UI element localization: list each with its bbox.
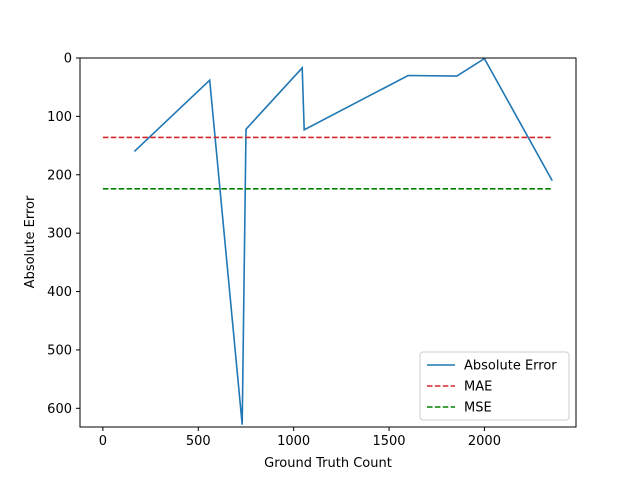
x-tick-label: 1500 (372, 434, 405, 449)
y-tick-label: 500 (47, 343, 72, 358)
y-tick-label: 200 (47, 168, 72, 183)
y-tick-label: 600 (47, 402, 72, 417)
y-axis-ticks: 0 100 200 300 400 500 600 (47, 52, 80, 417)
legend: Absolute Error MAE MSE (419, 351, 570, 421)
y-axis-label: Absolute Error (23, 195, 38, 288)
x-axis-ticks: 0 500 1000 1500 2000 (99, 427, 501, 449)
legend-label: Absolute Error (464, 359, 557, 374)
plot-frame (79, 57, 577, 428)
series-layer (102, 57, 553, 425)
x-tick-label: 2000 (468, 434, 501, 449)
x-tick-label: 0 (99, 434, 107, 449)
series-line-absolute-error (133, 57, 553, 425)
y-tick-label: 100 (47, 110, 72, 125)
x-axis-label: Ground Truth Count (264, 456, 392, 471)
legend-box (419, 351, 570, 421)
legend-label: MSE (464, 401, 492, 416)
legend-label: MAE (464, 380, 492, 395)
x-tick-label: 1000 (277, 434, 310, 449)
x-tick-label: 500 (186, 434, 211, 449)
y-tick-label: 0 (64, 52, 72, 67)
y-tick-label: 400 (47, 285, 72, 300)
y-tick-label: 300 (47, 227, 72, 242)
